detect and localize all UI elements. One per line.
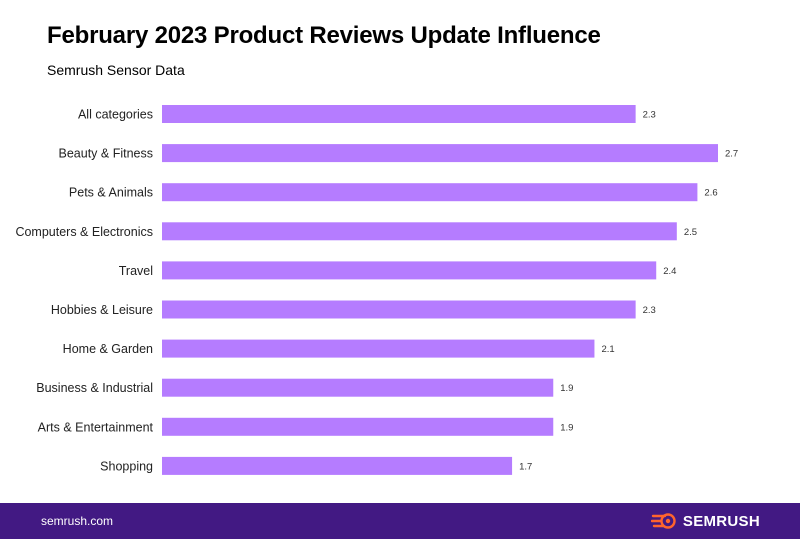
value-label: 2.7 bbox=[725, 149, 738, 160]
chart-subtitle: Semrush Sensor Data bbox=[47, 62, 185, 78]
value-label: 2.3 bbox=[643, 305, 656, 316]
brand-logo: SEMRUSH bbox=[650, 512, 760, 530]
bar bbox=[162, 456, 513, 475]
category-label: Travel bbox=[119, 264, 153, 278]
category-label: Shopping bbox=[100, 459, 153, 473]
value-label: 2.3 bbox=[643, 110, 656, 121]
bar bbox=[162, 222, 677, 241]
value-label: 2.6 bbox=[704, 188, 717, 199]
footer-url[interactable]: semrush.com bbox=[41, 514, 114, 528]
category-label: Home & Garden bbox=[63, 342, 153, 356]
value-label: 2.4 bbox=[663, 266, 676, 277]
value-label: 1.9 bbox=[560, 383, 573, 394]
semrush-flame-icon bbox=[650, 513, 676, 529]
bar bbox=[162, 105, 636, 123]
footer-bar: semrush.com SEMRUSH bbox=[0, 503, 800, 539]
category-label: Beauty & Fitness bbox=[59, 147, 154, 161]
bar bbox=[162, 183, 698, 202]
bar bbox=[162, 144, 718, 163]
bar bbox=[162, 339, 595, 358]
category-label: All categories bbox=[78, 108, 153, 122]
category-label: Pets & Animals bbox=[69, 186, 153, 200]
value-label: 1.9 bbox=[560, 422, 573, 433]
category-label: Hobbies & Leisure bbox=[51, 303, 153, 317]
bar bbox=[162, 378, 554, 397]
brand-name: SEMRUSH bbox=[682, 512, 760, 530]
bar bbox=[162, 261, 657, 280]
value-label: 2.1 bbox=[601, 344, 614, 355]
bar bbox=[162, 300, 636, 319]
category-label: Business & Industrial bbox=[36, 381, 153, 395]
category-label: Computers & Electronics bbox=[15, 225, 153, 239]
bar bbox=[162, 417, 554, 436]
chart-title: February 2023 Product Reviews Update Inf… bbox=[47, 22, 601, 49]
value-label: 1.7 bbox=[519, 461, 532, 472]
value-label: 2.5 bbox=[684, 227, 697, 238]
category-label: Arts & Entertainment bbox=[38, 420, 154, 434]
